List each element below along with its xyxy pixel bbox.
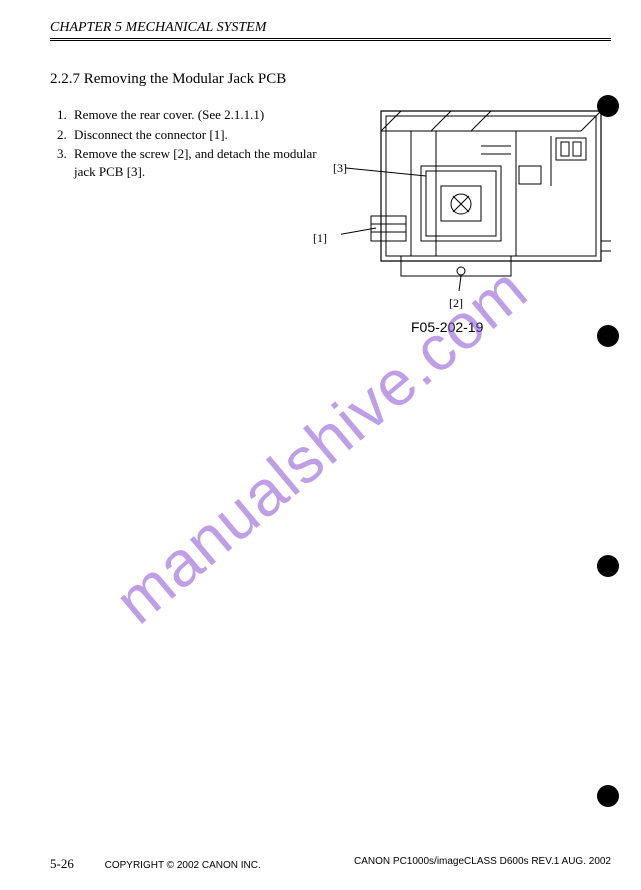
figure-column: [3] [1] [2]	[341, 106, 611, 335]
section-heading: Removing the Modular Jack PCB	[84, 71, 287, 87]
copyright-text: COPYRIGHT © 2002 CANON INC.	[105, 860, 261, 871]
step-item: Remove the rear cover. (See 2.1.1.1)	[70, 106, 329, 124]
procedure-steps: Remove the rear cover. (See 2.1.1.1) Dis…	[50, 106, 329, 335]
mechanical-diagram	[341, 106, 611, 306]
callout-1: [1]	[313, 231, 327, 246]
section-number: 2.2.7	[50, 71, 80, 87]
step-item: Remove the screw [2], and detach the mod…	[70, 145, 329, 180]
doc-id: CANON PC1000s/imageCLASS D600s REV.1 AUG…	[354, 856, 611, 872]
callout-2: [2]	[449, 296, 463, 311]
page: CHAPTER 5 MECHANICAL SYSTEM 2.2.7 Removi…	[0, 0, 641, 890]
content-row: Remove the rear cover. (See 2.1.1.1) Dis…	[50, 106, 611, 335]
chapter-header: CHAPTER 5 MECHANICAL SYSTEM	[50, 20, 611, 41]
page-number: 5-26	[50, 856, 74, 871]
punch-hole-icon	[597, 325, 619, 347]
footer-left: 5-26 COPYRIGHT © 2002 CANON INC.	[50, 856, 261, 872]
page-footer: 5-26 COPYRIGHT © 2002 CANON INC. CANON P…	[50, 856, 611, 872]
punch-hole-icon	[597, 785, 619, 807]
section-title: 2.2.7 Removing the Modular Jack PCB	[50, 71, 611, 88]
step-item: Disconnect the connector [1].	[70, 126, 329, 144]
callout-3: [3]	[333, 161, 347, 176]
punch-hole-icon	[597, 95, 619, 117]
punch-hole-icon	[597, 555, 619, 577]
figure-caption: F05-202-19	[411, 319, 611, 335]
